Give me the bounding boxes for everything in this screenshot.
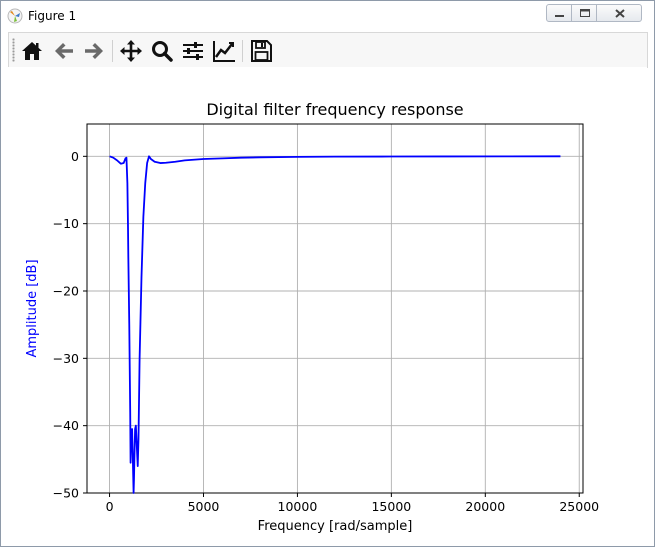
move-icon[interactable] [119,39,143,63]
toolbar-separator [112,40,113,62]
chart-title: Digital filter frequency response [206,100,463,119]
y-tick-label: −10 [53,216,79,231]
save-icon[interactable] [249,39,273,63]
navigation-toolbar [8,32,648,68]
close-icon [615,9,625,18]
grid-lines [87,124,583,494]
maximize-icon [580,9,590,17]
y-tick-label: −40 [53,418,79,433]
x-tick-label: 10000 [278,499,318,514]
x-tick-label: 20000 [465,499,505,514]
minimize-button[interactable] [546,4,572,22]
x-tick-label: 15000 [371,499,411,514]
toolbar-separator [242,40,243,62]
arrow-right-icon[interactable] [82,39,106,63]
y-tick-label: −30 [53,351,79,366]
figure-canvas[interactable]: 0 5000 10000 15000 20000 25000 0 −10 −20 −30 −40 −5… [8,67,647,545]
close-button[interactable] [596,4,642,22]
window-title: Figure 1 [28,9,77,23]
x-axis-label: Frequency [rad/sample] [258,519,413,534]
matplotlib-figure-icon [7,8,23,24]
sliders-icon[interactable] [181,39,205,63]
home-icon[interactable] [20,39,44,63]
series-line [109,155,561,494]
arrow-left-icon[interactable] [52,39,76,63]
title-bar[interactable]: Figure 1 [1,1,654,31]
zoom-icon[interactable] [150,39,174,63]
y-axis-label: Amplitude [dB] [25,259,40,357]
x-tick-label: 25000 [559,499,599,514]
chart-line-icon[interactable] [212,39,236,63]
axes-frame [86,123,584,494]
plot-canvas[interactable]: 0 5000 10000 15000 20000 25000 0 −10 −20 −30 −40 −5… [8,67,647,545]
axis-ticks: 0 5000 10000 15000 20000 25000 0 −10 −20 −30 −40 −5… [53,149,600,514]
x-tick-label: 5000 [188,499,220,514]
y-tick-label: −20 [53,283,79,298]
maximize-button[interactable] [571,4,597,22]
x-tick-label: 0 [106,499,114,514]
minimize-icon [555,15,564,17]
y-tick-label: −50 [53,486,79,501]
y-tick-label: 0 [71,149,79,164]
toolbar-grip[interactable] [12,38,15,62]
